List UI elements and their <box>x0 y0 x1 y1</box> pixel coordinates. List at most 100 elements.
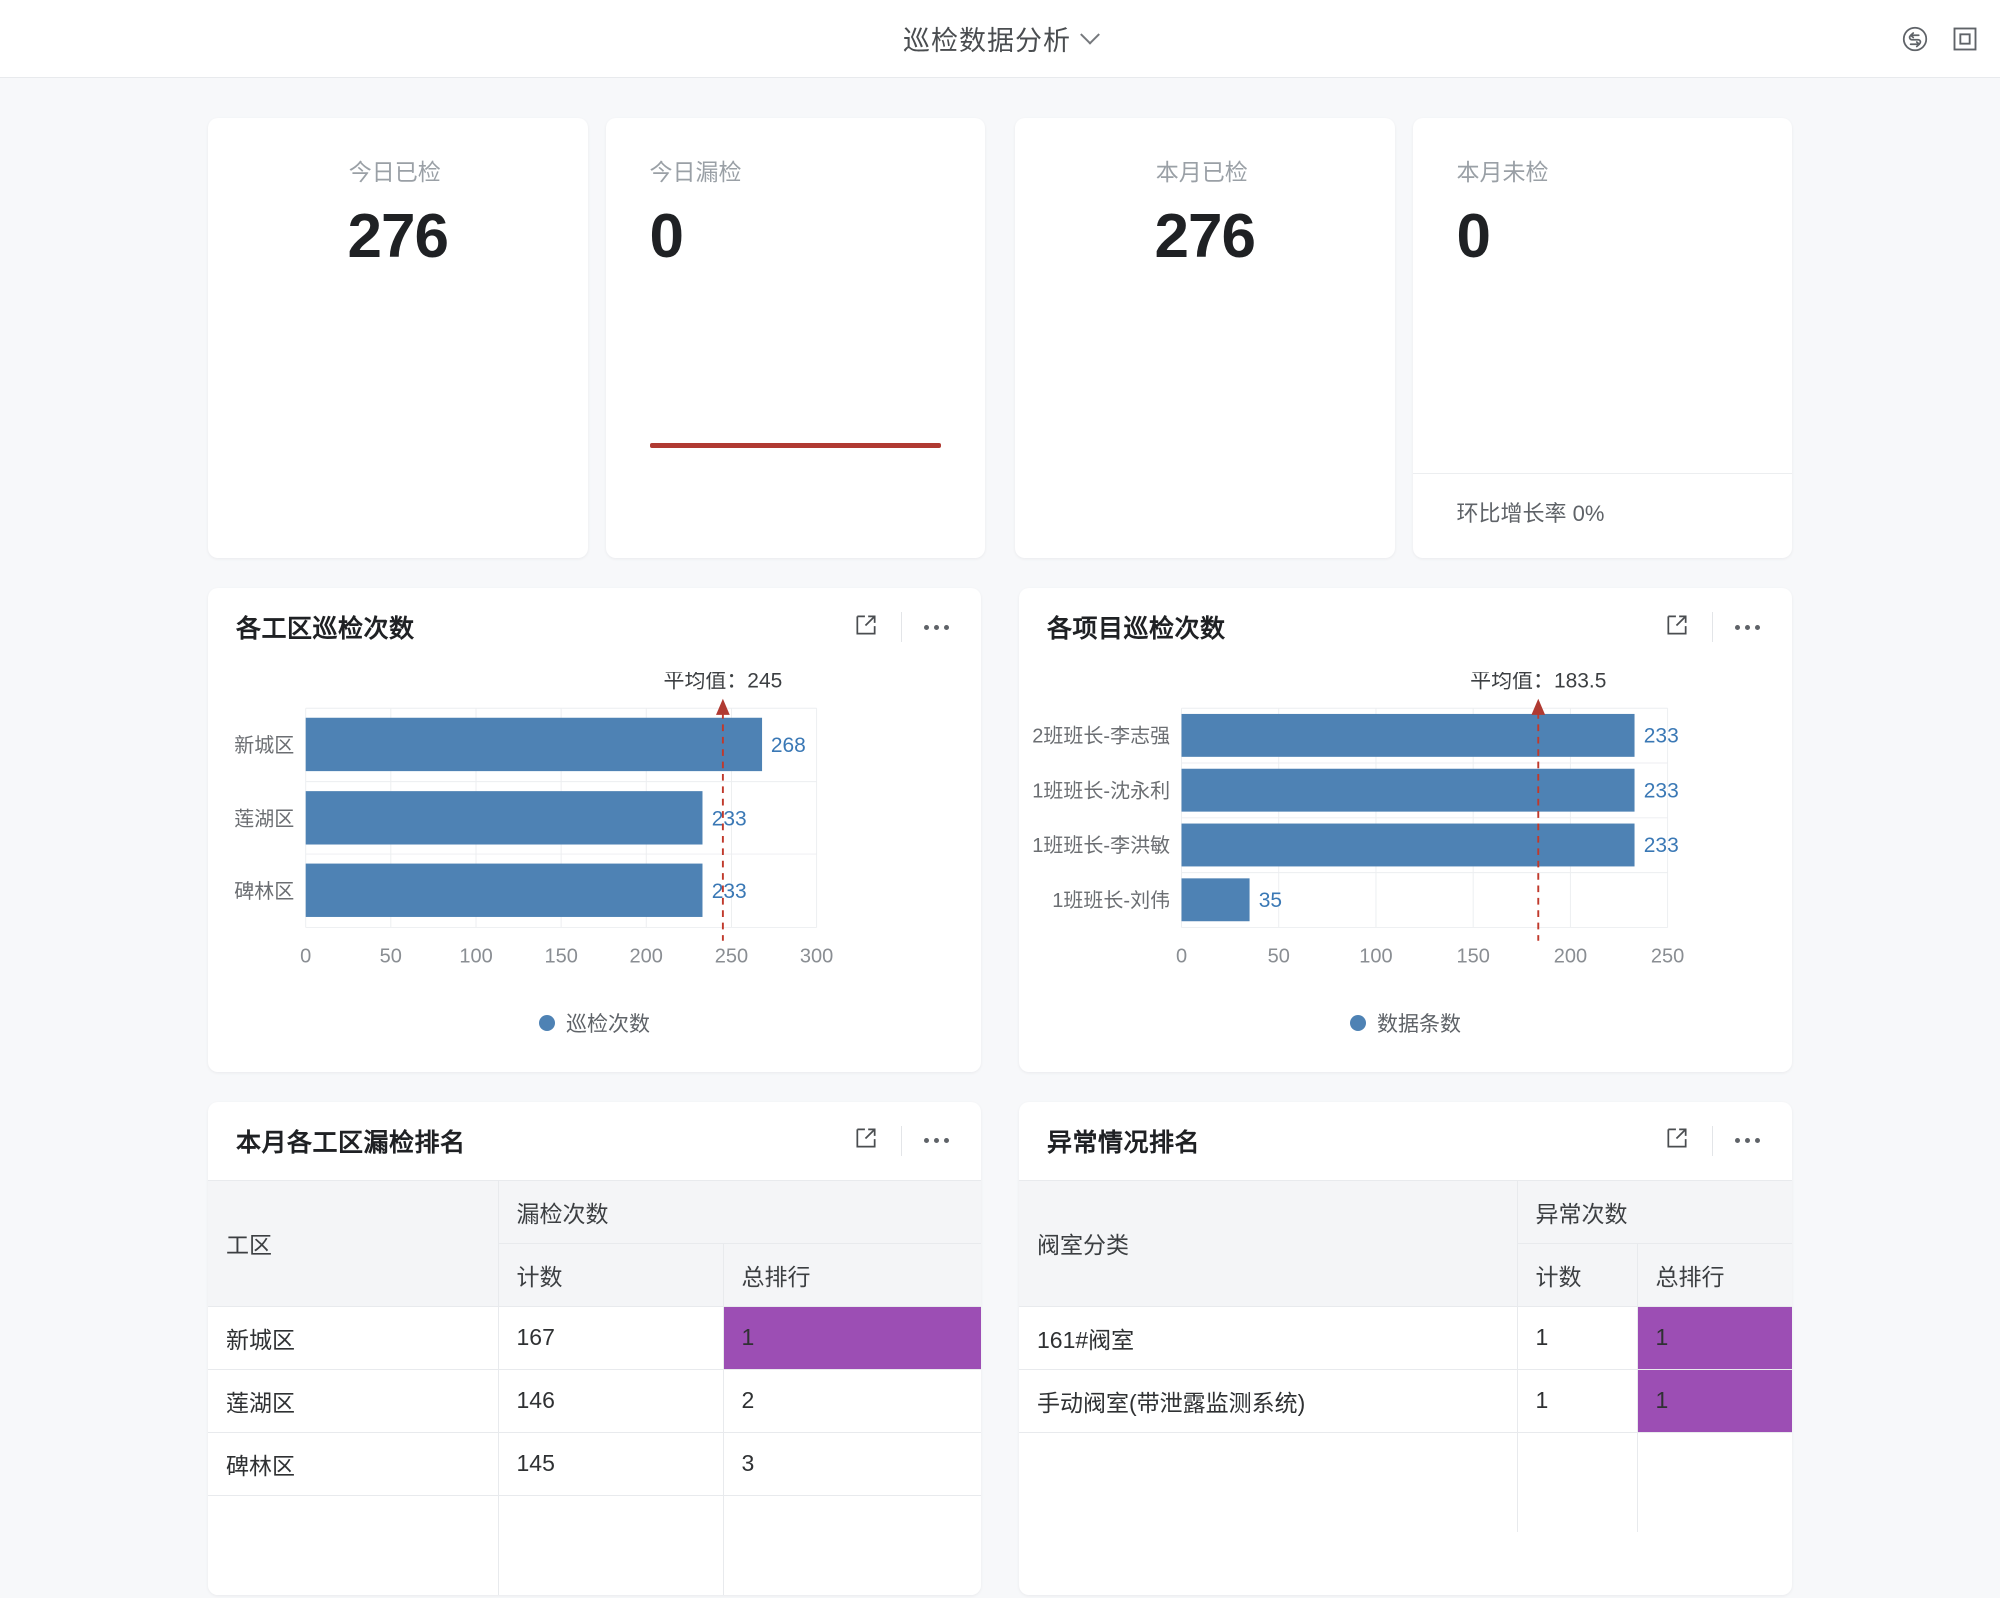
kpi-label: 本月未检 <box>1456 159 1549 185</box>
page-title-dropdown[interactable]: 巡检数据分析 <box>903 19 1100 58</box>
svg-text:0: 0 <box>300 946 311 968</box>
svg-text:1班班长-李洪敏: 1班班长-李洪敏 <box>1032 834 1170 857</box>
bar-1 <box>1181 768 1635 812</box>
panel-title: 本月各工区漏检排名 <box>236 1128 466 1157</box>
chart-legend-project[interactable]: 数据条数 <box>1029 1008 1782 1048</box>
kpi-value: 0 <box>1456 202 1491 272</box>
bar-chart-workzone[interactable]: 268 233 233 新城区 莲湖区 碑林区 平均值：245 0 50 1 <box>218 672 971 1006</box>
table-header-group-row: 阀室分类 异常次数 <box>1019 1179 1792 1307</box>
panel-header: 各工区巡检次数 <box>208 588 981 666</box>
more-dots-icon[interactable] <box>1735 624 1760 630</box>
svg-text:平均值：245: 平均值：245 <box>663 672 782 692</box>
kpi-card-month-checked[interactable]: 本月已检 276 <box>1015 118 1395 558</box>
svg-text:35: 35 <box>1259 889 1282 912</box>
chart-legend-workzone[interactable]: 巡检次数 <box>218 1008 971 1048</box>
panel-header: 异常情况排名 <box>1019 1102 1792 1180</box>
chart-row: 各工区巡检次数 <box>208 588 1792 1072</box>
cell-count: 146 <box>498 1368 724 1433</box>
page-title: 巡检数据分析 <box>903 26 1071 56</box>
svg-text:233: 233 <box>1644 779 1679 802</box>
kpi-label: 今日已检 <box>348 159 441 185</box>
col-header-count[interactable]: 计数 <box>498 1242 724 1307</box>
col-header-count[interactable]: 计数 <box>1517 1242 1638 1307</box>
cell-rank: 1 <box>723 1305 981 1370</box>
external-link-icon[interactable] <box>1664 1125 1690 1156</box>
cell-count: 1 <box>1517 1368 1638 1433</box>
col-header-dimension[interactable]: 阀室分类 <box>1019 1179 1518 1307</box>
svg-text:150: 150 <box>1456 946 1489 968</box>
svg-text:150: 150 <box>544 946 577 968</box>
kpi-card-month-unchecked[interactable]: 本月未检 0 环比增长率 0% <box>1412 118 1792 558</box>
divider <box>1712 1125 1713 1156</box>
svg-text:233: 233 <box>712 807 747 830</box>
panel-header: 各项目巡检次数 <box>1019 588 1792 666</box>
table-header-group-row: 工区 漏检次数 <box>208 1179 981 1307</box>
kpi-card-today-checked[interactable]: 今日已检 276 <box>208 118 588 558</box>
svg-text:平均值：183.5: 平均值：183.5 <box>1470 672 1606 692</box>
divider <box>901 612 902 642</box>
legend-label: 数据条数 <box>1377 1012 1461 1036</box>
panel-table-missed-rank: 本月各工区漏检排名 工区 漏检次数 <box>208 1101 981 1596</box>
col-header-rank[interactable]: 总排行 <box>723 1242 981 1307</box>
divider <box>1712 612 1713 642</box>
kpi-card-today-missed[interactable]: 今日漏检 0 <box>605 118 985 558</box>
svg-text:50: 50 <box>380 946 402 968</box>
col-header-rank[interactable]: 总排行 <box>1637 1242 1792 1307</box>
svg-text:碑林区: 碑林区 <box>234 880 294 903</box>
kpi-value: 0 <box>649 202 684 272</box>
col-header-dimension[interactable]: 工区 <box>208 1179 499 1307</box>
table-row[interactable]: 碑林区 145 3 <box>208 1431 981 1496</box>
col-header-group: 漏检次数 <box>498 1179 981 1244</box>
more-dots-icon[interactable] <box>924 1138 949 1144</box>
table-empty-row <box>1019 1431 1792 1533</box>
cell-dimension: 碑林区 <box>208 1431 499 1496</box>
svg-text:100: 100 <box>1359 946 1392 968</box>
kpi-sparkline <box>649 443 941 448</box>
legend-dot-icon <box>539 1014 555 1031</box>
bar-0 <box>1181 713 1635 757</box>
more-dots-icon[interactable] <box>1735 1138 1760 1144</box>
table-empty-row <box>208 1494 981 1596</box>
svg-text:250: 250 <box>715 946 748 968</box>
table-row[interactable]: 手动阀室(带泄露监测系统) 1 1 <box>1019 1368 1792 1433</box>
col-header-group: 异常次数 <box>1517 1179 1792 1244</box>
cell-rank: 1 <box>1637 1305 1792 1370</box>
kpi-label: 今日漏检 <box>649 159 742 185</box>
cell-dimension: 手动阀室(带泄露监测系统) <box>1019 1368 1518 1433</box>
table-row[interactable]: 161#阀室 1 1 <box>1019 1305 1792 1370</box>
chevron-down-icon[interactable] <box>1080 24 1100 45</box>
svg-text:200: 200 <box>630 946 663 968</box>
external-link-icon[interactable] <box>1664 612 1690 643</box>
bar-0 <box>305 717 763 772</box>
cell-rank: 1 <box>1637 1368 1792 1433</box>
bar-1 <box>305 791 703 845</box>
svg-text:莲湖区: 莲湖区 <box>234 807 294 830</box>
cell-dimension: 161#阀室 <box>1019 1305 1518 1370</box>
divider <box>901 1125 902 1156</box>
rank-table-abnormal[interactable]: 阀室分类 异常次数 计数 总排行 161#阀室 1 1 手动阀室 <box>1019 1179 1792 1533</box>
cell-dimension: 新城区 <box>208 1305 499 1370</box>
cell-count: 1 <box>1517 1305 1638 1370</box>
kpi-label: 本月已检 <box>1155 159 1248 185</box>
table-header-sub-row: 计数 总排行 <box>1019 1242 1792 1307</box>
legend-label: 巡检次数 <box>566 1012 650 1036</box>
table-row[interactable]: 新城区 167 1 <box>208 1305 981 1370</box>
cell-rank: 3 <box>723 1431 981 1496</box>
cell-dimension: 莲湖区 <box>208 1368 499 1433</box>
rank-table-missed[interactable]: 工区 漏检次数 计数 总排行 新城区 167 1 莲湖区 <box>208 1179 981 1596</box>
svg-text:233: 233 <box>1644 834 1679 857</box>
bar-chart-project[interactable]: 233 233 233 35 2班班长-李志强 1班班长-沈永利 1班班长-李洪… <box>1029 672 1782 1006</box>
more-dots-icon[interactable] <box>924 624 949 630</box>
svg-text:新城区: 新城区 <box>234 734 294 757</box>
cell-count: 167 <box>498 1305 724 1370</box>
sync-swap-icon[interactable] <box>1898 22 1932 56</box>
stop-square-icon[interactable] <box>1948 22 1982 56</box>
table-row[interactable]: 莲湖区 146 2 <box>208 1368 981 1433</box>
external-link-icon[interactable] <box>853 1125 879 1156</box>
dashboard-body: 今日已检 276 今日漏检 0 本月已检 276 本月未检 0 环比增长率 0%… <box>0 118 2000 1596</box>
svg-text:2班班长-李志强: 2班班长-李志强 <box>1032 725 1170 748</box>
panel-table-abnormal-rank: 异常情况排名 阀室分类 异常次数 <box>1019 1101 1792 1596</box>
panel-header: 本月各工区漏检排名 <box>208 1102 981 1180</box>
svg-text:233: 233 <box>712 880 747 903</box>
external-link-icon[interactable] <box>853 612 879 643</box>
